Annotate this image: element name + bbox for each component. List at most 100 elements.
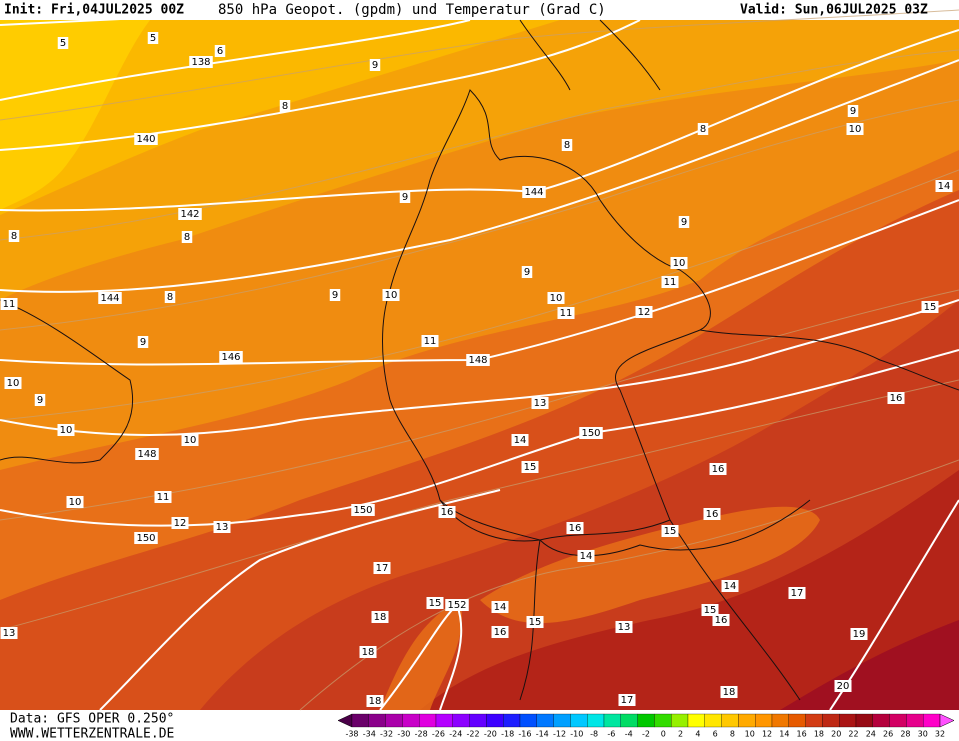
init-time: Init: Fri,04JUL2025 00Z: [4, 3, 184, 18]
contour-label: 9: [681, 217, 687, 228]
contour-label: 20: [837, 681, 850, 692]
contour-label-box: [445, 599, 469, 611]
colorbar-swatch: [755, 713, 773, 728]
contour-label: 150: [136, 533, 155, 544]
colorbar: -38 -34 -32 -30 -28 -26 -24 -22 -20 -18 -16 -14 -12-…: [337, 713, 955, 739]
contour-label-box: [178, 208, 202, 220]
colorbar-swatch: [923, 713, 941, 728]
isotherms: [0, 9, 959, 711]
colorbar-swatch: [839, 713, 857, 728]
contour-label-box: [678, 216, 690, 228]
colorbar-label: 4: [695, 730, 700, 739]
contour-label: 10: [60, 425, 73, 436]
colorbar-swatch: [822, 713, 840, 728]
valid-time: Valid: Sun,06JUL2025 03Z: [740, 3, 928, 18]
contour-label-box: [557, 307, 575, 319]
contour-label: 17: [376, 563, 389, 574]
contour-label-box: [701, 604, 719, 616]
colorbar-swatch: [637, 713, 655, 728]
contour-label-box: [526, 616, 544, 628]
contour-label: 10: [385, 290, 398, 301]
contour-label: 152: [447, 600, 466, 611]
field-band: [780, 620, 959, 710]
colorbar-swatch: [402, 713, 420, 728]
colorbar-swatch: [385, 713, 403, 728]
contour-label-box: [366, 695, 384, 707]
contour-label-box: [887, 392, 905, 404]
colorbar-label: -26: [432, 730, 445, 739]
contour-label: 9: [332, 290, 338, 301]
contour-label: 11: [560, 308, 573, 319]
contour-label: 146: [221, 352, 240, 363]
contour-label-box: [491, 626, 509, 638]
contour-label: 17: [791, 588, 804, 599]
contour-label: 16: [569, 523, 582, 534]
colorbar-swatch: [570, 713, 588, 728]
colorbar-label: -24: [449, 730, 462, 739]
contour-label-box: [661, 276, 679, 288]
contour-label-box: [134, 133, 158, 145]
contour-label: 15: [924, 302, 937, 313]
contour-label: 10: [550, 293, 563, 304]
contour-label-box: [135, 448, 159, 460]
contour-label-box: [279, 100, 291, 112]
contour-label-box: [213, 521, 231, 533]
colorbar-label: -20: [484, 730, 497, 739]
colorbar-swatch: [452, 713, 470, 728]
contour-label-box: [0, 298, 18, 310]
colorbar-label: 12: [762, 730, 772, 739]
colorbar-label: -10: [570, 730, 583, 739]
colorbar-label: 2: [678, 730, 683, 739]
contour-label-box: [189, 56, 213, 68]
contour-label-box: [491, 601, 509, 613]
contour-label: 16: [706, 509, 719, 520]
colorbar-label: -4: [625, 730, 633, 739]
contour-label-box: [697, 123, 709, 135]
contour-label: 18: [723, 687, 736, 698]
colorbar-label: 20: [831, 730, 841, 739]
contour-label-box: [531, 397, 549, 409]
colorbar-label: -6: [607, 730, 615, 739]
colorbar-swatch: [805, 713, 823, 728]
contour-label: 13: [3, 628, 16, 639]
colorbar-swatch: [603, 713, 621, 728]
contour-label: 138: [191, 57, 210, 68]
colorbar-swatch: [435, 713, 453, 728]
contour-label-box: [369, 59, 381, 71]
contour-label: 16: [712, 464, 725, 475]
contour-label: 14: [580, 551, 593, 562]
colorbar-label: 28: [900, 730, 910, 739]
contour-label-box: [147, 32, 159, 44]
contour-label-box: [850, 628, 868, 640]
contour-label: 9: [140, 337, 146, 348]
colorbar-label: -14: [536, 730, 549, 739]
colorbar-label: 6: [713, 730, 718, 739]
colorbar-label: 24: [866, 730, 876, 739]
colorbar-label: 16: [797, 730, 807, 739]
colorbar-swatch: [704, 713, 722, 728]
contour-label: 8: [700, 124, 706, 135]
contour-label-box: [846, 123, 864, 135]
colorbar-label: -30: [397, 730, 410, 739]
contour-label: 15: [529, 617, 542, 628]
map-title: 850 hPa Geopot. (gpdm) und Temperatur (G…: [218, 2, 606, 18]
contour-label: 14: [494, 602, 507, 613]
colorbar-label: -12: [553, 730, 566, 739]
contour-label: 15: [704, 605, 717, 616]
contour-label-box: [8, 230, 20, 242]
contour-label-box: [351, 504, 375, 516]
colorbar-label: 32: [935, 730, 945, 739]
colorbar-swatch: [771, 713, 789, 728]
contour-label-box: [219, 351, 243, 363]
contour-label: 6: [217, 46, 223, 57]
contour-label-box: [34, 394, 46, 406]
contour-label: 16: [715, 615, 728, 626]
contour-label: 9: [372, 60, 378, 71]
colorbar-swatch: [351, 713, 369, 728]
colorbar-swatch: [419, 713, 437, 728]
contour-label-box: [615, 621, 633, 633]
contour-label-box: [373, 562, 391, 574]
contour-label: 14: [724, 581, 737, 592]
contour-label: 16: [494, 627, 507, 638]
